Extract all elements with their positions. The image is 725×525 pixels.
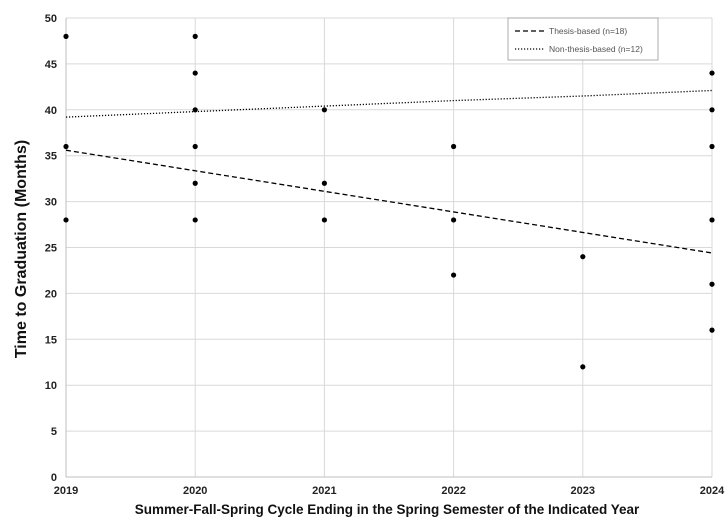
y-tick-label: 10 — [45, 380, 57, 392]
data-point — [192, 107, 198, 113]
legend: Thesis-based (n=18) Non-thesis-based (n=… — [507, 17, 659, 61]
data-point — [709, 327, 715, 333]
data-point — [451, 143, 457, 150]
data-point — [321, 217, 327, 223]
x-tick-label: 2021 — [312, 485, 336, 497]
legend-label-non-thesis: Non-thesis-based (n=12) — [549, 44, 643, 54]
data-point — [321, 180, 327, 186]
x-tick-label: 2023 — [571, 485, 595, 497]
grid-lines — [66, 17, 713, 477]
data-point — [321, 107, 327, 113]
legend-label-thesis: Thesis-based (n=18) — [549, 26, 627, 36]
x-axis-title: Summer-Fall-Spring Cycle Ending in the S… — [135, 502, 640, 517]
data-points — [63, 33, 715, 370]
y-axis-title: Time to Graduation (Months) — [13, 140, 30, 358]
y-tick-label: 20 — [45, 288, 57, 300]
x-tick-label: 2024 — [700, 485, 725, 497]
data-point — [451, 272, 457, 278]
data-point — [63, 143, 69, 150]
legend-box — [507, 17, 659, 61]
x-tick-label: 2022 — [441, 485, 465, 497]
data-point — [709, 281, 715, 287]
trendlines — [65, 89, 713, 254]
data-point — [580, 364, 586, 370]
data-point — [709, 143, 715, 150]
y-tick-label: 50 — [45, 13, 57, 25]
trendline-non-thesis — [65, 89, 713, 118]
x-tick-label: 2019 — [54, 485, 78, 497]
y-tick-label: 30 — [45, 197, 57, 209]
data-point — [192, 70, 198, 76]
data-point — [63, 33, 69, 39]
y-tick-label: 35 — [45, 151, 57, 163]
data-point — [709, 70, 715, 76]
data-point — [709, 217, 715, 223]
y-tick-label: 5 — [51, 426, 57, 438]
y-tick-label: 25 — [45, 243, 57, 255]
data-point — [709, 107, 715, 113]
y-tick-labels: 0 5 10 15 20 25 30 35 40 45 50 — [45, 13, 57, 484]
data-point — [580, 254, 586, 260]
x-tick-labels: 2019 2020 2021 2022 2023 2024 — [54, 485, 725, 497]
data-point — [192, 143, 198, 150]
y-tick-label: 45 — [45, 59, 57, 71]
axes — [65, 18, 712, 478]
data-point — [192, 33, 198, 39]
y-tick-label: 15 — [45, 334, 57, 346]
trendline-thesis — [65, 149, 713, 254]
data-point — [192, 180, 198, 186]
data-point — [451, 217, 457, 223]
y-tick-label: 0 — [51, 472, 57, 484]
data-point — [63, 217, 69, 223]
data-point — [192, 217, 198, 223]
y-tick-label: 40 — [45, 105, 57, 117]
x-tick-label: 2020 — [183, 485, 207, 497]
